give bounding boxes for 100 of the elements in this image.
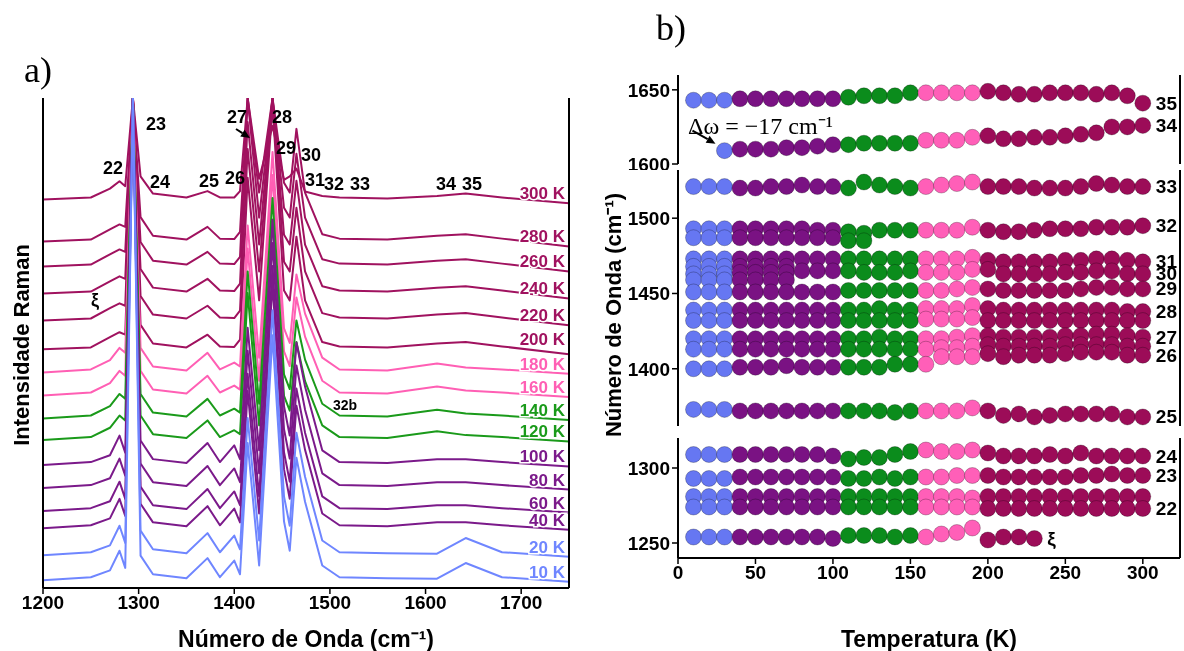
- x-tick-label: 250: [1049, 562, 1082, 584]
- point: [700, 360, 718, 378]
- point: [886, 446, 904, 463]
- y-tick-label: 1650: [627, 79, 670, 101]
- point: [855, 402, 873, 420]
- point: [839, 450, 857, 468]
- annotation: 25: [198, 171, 220, 191]
- point: [1072, 280, 1090, 298]
- point: [1134, 265, 1152, 283]
- series-label: 24: [1155, 445, 1178, 467]
- point: [963, 467, 981, 484]
- point: [979, 260, 997, 278]
- point: [886, 498, 904, 516]
- point: [901, 468, 919, 486]
- point: [731, 528, 749, 546]
- point: [1134, 280, 1152, 298]
- point: [839, 179, 857, 197]
- series-label: 120 K: [519, 422, 566, 442]
- point: [715, 446, 733, 463]
- point: [1072, 343, 1090, 361]
- point: [932, 443, 950, 460]
- point: [948, 402, 966, 420]
- point: [777, 229, 795, 247]
- point: [700, 400, 718, 418]
- point: [886, 470, 904, 487]
- point: [1072, 405, 1090, 423]
- point: [870, 468, 888, 486]
- point: [1025, 179, 1043, 197]
- point: [917, 281, 935, 299]
- point: [963, 309, 981, 327]
- point: [917, 131, 935, 149]
- point: [762, 229, 780, 247]
- point: [886, 134, 904, 152]
- point: [979, 345, 997, 363]
- point: [684, 178, 702, 196]
- point: [886, 403, 904, 421]
- point: [700, 446, 718, 463]
- point: [684, 498, 702, 516]
- point: [715, 91, 733, 109]
- point: [1087, 343, 1105, 361]
- point: [1041, 406, 1059, 424]
- series-label: 300 K: [519, 184, 566, 204]
- point: [684, 229, 702, 247]
- point: [762, 528, 780, 546]
- point: [1025, 468, 1043, 486]
- point: [1134, 408, 1152, 426]
- point: [886, 355, 904, 373]
- point: [1134, 467, 1152, 484]
- point: [839, 281, 857, 299]
- point: [886, 221, 904, 239]
- point: [684, 400, 702, 418]
- point: [948, 175, 966, 193]
- x-tick-label: 300: [1126, 562, 1159, 584]
- point: [886, 528, 904, 546]
- point: [1056, 447, 1074, 465]
- point: [979, 467, 997, 484]
- point: [684, 360, 702, 378]
- point: [917, 340, 935, 358]
- point: [901, 527, 919, 544]
- point: [1134, 346, 1152, 364]
- point: [1103, 262, 1121, 280]
- point: [870, 87, 888, 105]
- point: [932, 131, 950, 149]
- point: [1056, 312, 1074, 330]
- point: [963, 260, 981, 278]
- series-label: 80 K: [529, 470, 566, 490]
- point: [1025, 265, 1043, 283]
- point: [855, 232, 873, 250]
- point: [1072, 444, 1090, 462]
- point: [1134, 178, 1152, 196]
- point: [870, 221, 888, 239]
- point: [839, 312, 857, 330]
- point: [1134, 94, 1152, 112]
- point: [994, 265, 1012, 283]
- series-label: 25: [1155, 406, 1178, 428]
- x-tick-label: 150: [894, 562, 927, 584]
- series-label: 200 K: [519, 330, 566, 350]
- point: [1072, 178, 1090, 196]
- point: [870, 498, 888, 516]
- x-tick-label: 1700: [500, 592, 543, 614]
- point: [731, 229, 749, 247]
- point: [855, 449, 873, 466]
- point: [793, 90, 811, 108]
- point: [948, 348, 966, 366]
- point: [1087, 405, 1105, 423]
- point: [963, 399, 981, 417]
- point: [715, 178, 733, 196]
- y-tick-label: 1500: [627, 207, 670, 229]
- point: [1118, 178, 1136, 196]
- point: [855, 134, 873, 152]
- point: [932, 281, 950, 299]
- point: [777, 528, 795, 546]
- point: [1103, 278, 1121, 296]
- point: [948, 84, 966, 102]
- point: [1072, 263, 1090, 281]
- y-axis-title: Intensidade Raman: [9, 244, 35, 446]
- point: [1103, 118, 1121, 136]
- point: [1010, 281, 1028, 299]
- point: [901, 134, 919, 152]
- point: [1056, 84, 1074, 102]
